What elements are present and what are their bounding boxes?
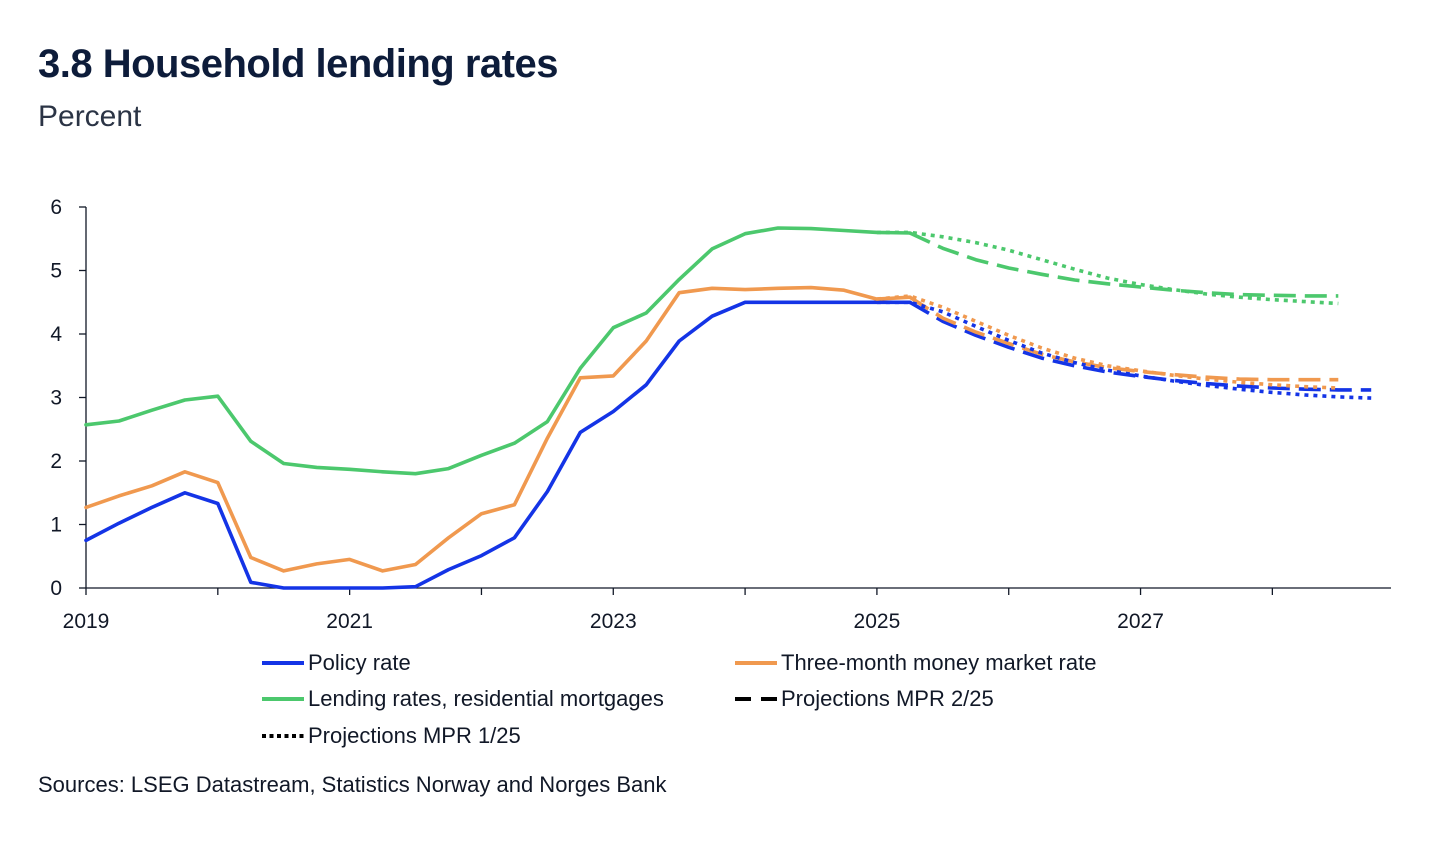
- chart-title: 3.8 Household lending rates: [38, 42, 558, 86]
- y-tick-label: 1: [50, 514, 62, 537]
- y-tick-label: 0: [50, 577, 62, 600]
- legend-label: Three-month money market rate: [781, 650, 1097, 675]
- legend-swatch: [262, 734, 304, 738]
- series-line-policy-solid: [84, 300, 912, 590]
- series-line-policy-dashed: [908, 300, 1372, 392]
- y-tick-label: 5: [50, 260, 62, 283]
- legend-item: Three-month money market rate: [733, 648, 1096, 678]
- line-chart: 0 1 2 3 4 5 6 2019 2021 2023 2025 2027: [50, 196, 1391, 633]
- legend-swatch: [735, 661, 777, 665]
- legend-swatch: [735, 697, 777, 701]
- legend-label: Projections MPR 2/25: [781, 686, 994, 711]
- legend-item: Projections MPR 2/25: [733, 684, 994, 714]
- series-line-lending-dotted: [876, 230, 1339, 306]
- legend-item: Lending rates, residential mortgages: [260, 684, 664, 714]
- series-line-lending-solid: [84, 226, 912, 476]
- y-tick-label: 2: [50, 450, 62, 473]
- series-lines: [84, 226, 1372, 590]
- y-tick-label: 3: [50, 387, 62, 410]
- legend-item: Policy rate: [260, 648, 411, 678]
- series-line-policy-dotted: [876, 300, 1372, 400]
- legend-item: Projections MPR 1/25: [260, 721, 521, 751]
- x-tick-label: 2019: [63, 610, 110, 633]
- series-line-money_market-solid: [84, 285, 912, 573]
- legend-swatch: [262, 661, 304, 665]
- series-line-lending-dashed: [909, 231, 1339, 298]
- y-tick-label: 6: [50, 196, 62, 219]
- x-tick-label: 2027: [1117, 610, 1164, 633]
- series-line-money_market-dotted: [876, 294, 1339, 390]
- y-tick-label: 4: [50, 323, 62, 346]
- legend-label: Projections MPR 1/25: [308, 723, 521, 748]
- source-note: Sources: LSEG Datastream, Statistics Nor…: [38, 772, 667, 797]
- legend-label: Policy rate: [308, 650, 411, 675]
- x-tick-label: 2021: [326, 610, 373, 633]
- axes: 0 1 2 3 4 5 6 2019 2021 2023 2025 2027: [50, 196, 1391, 633]
- legend-label: Lending rates, residential mortgages: [308, 686, 664, 711]
- series-line-money_market-dashed: [908, 295, 1339, 382]
- chart-subtitle: Percent: [38, 100, 142, 133]
- legend-swatch: [262, 697, 304, 701]
- x-tick-label: 2023: [590, 610, 637, 633]
- x-tick-label: 2025: [854, 610, 901, 633]
